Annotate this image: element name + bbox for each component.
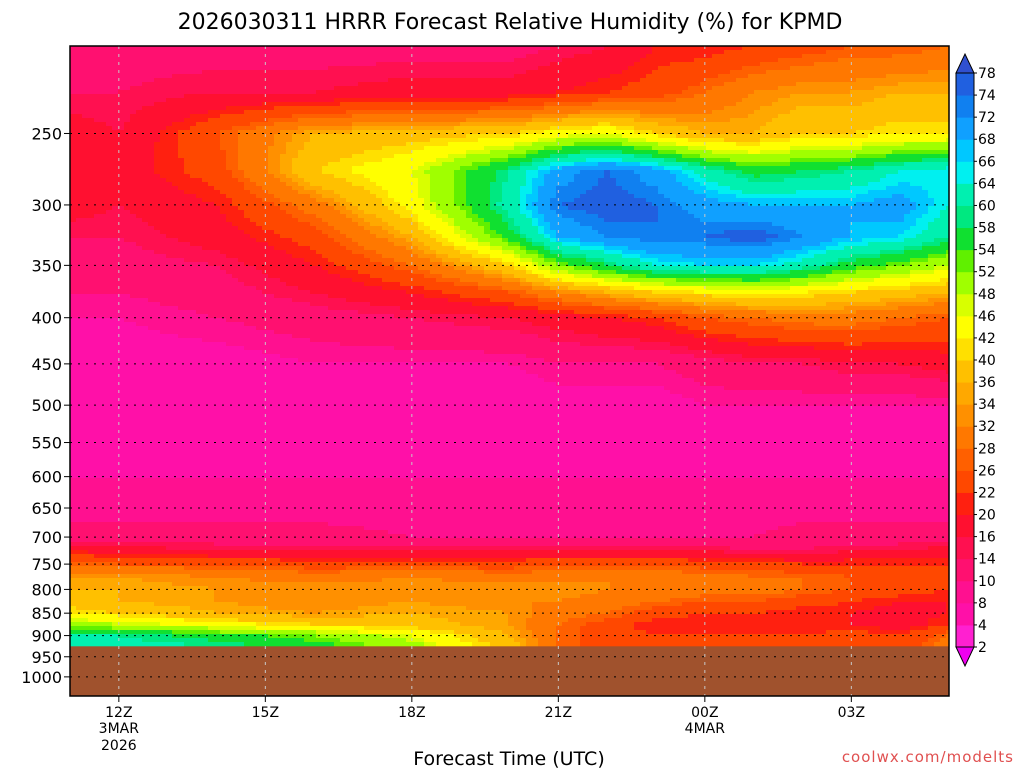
colorbar-swatch <box>956 581 974 604</box>
colorbar-swatch <box>956 404 974 427</box>
colorbar-swatch <box>956 139 974 162</box>
x-tick-label: 12Z <box>105 705 132 721</box>
y-tick-label: 850 <box>31 604 62 623</box>
colorbar-swatch <box>956 515 974 538</box>
colorbar-swatch <box>956 537 974 560</box>
colorbar-label: 64 <box>978 176 996 192</box>
x-axis-label: Forecast Time (UTC) <box>413 748 604 768</box>
colorbar-label: 74 <box>978 88 996 104</box>
colorbar-swatch <box>956 559 974 582</box>
y-tick-label: 250 <box>31 124 62 143</box>
colorbar-label: 10 <box>978 574 996 590</box>
colorbar-swatch <box>956 205 974 228</box>
colorbar-swatch <box>956 338 974 361</box>
x-tick-sublabel: 2026 <box>101 738 137 754</box>
colorbar-label: 66 <box>978 154 996 170</box>
colorbar-label: 36 <box>978 375 996 391</box>
y-tick-label: 1000 <box>21 668 62 687</box>
ground-fill <box>70 646 949 696</box>
colorbar-label: 22 <box>978 485 996 501</box>
y-tick-label: 450 <box>31 355 62 374</box>
colorbar-swatch <box>956 294 974 317</box>
colorbar-label: 68 <box>978 132 996 148</box>
colorbar-swatch <box>956 426 974 449</box>
y-tick-label: 550 <box>31 434 62 453</box>
colorbar-swatch <box>956 228 974 251</box>
colorbar-label: 28 <box>978 441 996 457</box>
y-tick-label: 600 <box>31 468 62 487</box>
colorbar-label: 4 <box>978 618 987 634</box>
colorbar-label: 32 <box>978 419 996 435</box>
y-tick-label: 300 <box>31 196 62 215</box>
colorbar-label: 34 <box>978 397 996 413</box>
y-tick-label: 700 <box>31 528 62 547</box>
colorbar-label: 26 <box>978 463 996 479</box>
y-tick-label: 800 <box>31 580 62 599</box>
colorbar: 2481014162022262832343640424648525458606… <box>956 54 996 666</box>
y-tick-label: 500 <box>31 396 62 415</box>
x-tick-label: 03Z <box>838 705 865 721</box>
colorbar-swatch <box>956 382 974 405</box>
below-ground-area <box>70 646 949 696</box>
colorbar-label: 60 <box>978 198 996 214</box>
colorbar-swatch <box>956 492 974 515</box>
colorbar-label: 20 <box>978 508 996 524</box>
y-axis-ticks: 250 300 350 400 450 500 550 600 650 700 750 800 850 9… <box>21 124 70 686</box>
colorbar-swatch <box>956 448 974 471</box>
colorbar-label: 54 <box>978 243 996 259</box>
chart-title: 2026030311 HRRR Forecast Relative Humidi… <box>178 10 843 35</box>
colorbar-swatch <box>956 117 974 140</box>
colorbar-swatch <box>956 603 974 626</box>
colorbar-label: 52 <box>978 265 996 281</box>
colorbar-label: 14 <box>978 552 996 568</box>
y-tick-label: 350 <box>31 256 62 275</box>
colorbar-swatch <box>956 470 974 493</box>
colorbar-label: 2 <box>978 640 987 656</box>
colorbar-swatch <box>956 360 974 383</box>
colorbar-label: 16 <box>978 530 996 546</box>
colorbar-label: 58 <box>978 221 996 237</box>
colorbar-label: 72 <box>978 110 996 126</box>
y-tick-label: 400 <box>31 309 62 328</box>
colorbar-swatch <box>956 73 974 96</box>
x-tick-label: 21Z <box>545 705 572 721</box>
x-tick-label: 00Z <box>691 705 718 721</box>
x-tick-sublabel: 4MAR <box>685 721 726 737</box>
x-tick-label: 15Z <box>252 705 279 721</box>
y-tick-label: 650 <box>31 499 62 518</box>
colorbar-swatch <box>956 183 974 206</box>
colorbar-label: 78 <box>978 66 996 82</box>
colorbar-swatch <box>956 250 974 273</box>
colorbar-label: 42 <box>978 331 996 347</box>
x-tick-sublabel: 3MAR <box>99 721 140 737</box>
humidity-heatmap <box>70 46 953 647</box>
colorbar-swatch <box>956 95 974 118</box>
colorbar-label: 8 <box>978 596 987 612</box>
y-tick-label: 750 <box>31 555 62 574</box>
colorbar-swatch <box>956 161 974 184</box>
y-tick-label: 950 <box>31 648 62 667</box>
colorbar-label: 40 <box>978 353 996 369</box>
colorbar-max-arrow <box>956 54 974 73</box>
colorbar-label: 46 <box>978 309 996 325</box>
colorbar-swatch <box>956 625 974 648</box>
colorbar-swatch <box>956 272 974 295</box>
colorbar-swatch <box>956 316 974 339</box>
y-tick-label: 900 <box>31 627 62 646</box>
colorbar-label: 48 <box>978 287 996 303</box>
colorbar-min-arrow <box>956 647 974 666</box>
x-tick-label: 18Z <box>398 705 425 721</box>
credit-text: coolwx.com/modelts <box>842 748 1014 766</box>
